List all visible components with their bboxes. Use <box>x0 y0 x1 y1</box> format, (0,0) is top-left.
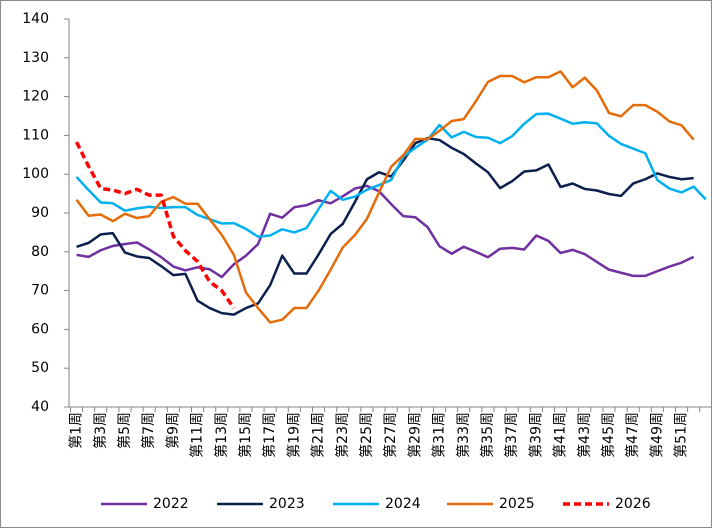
y-tick-label: 100 <box>22 166 49 182</box>
x-tick-label: 第5周 <box>116 412 133 449</box>
x-tick-label: 第33周 <box>455 412 472 458</box>
x-tick-label: 第17周 <box>261 412 278 458</box>
series-line <box>75 70 695 324</box>
x-tick-label: 第21周 <box>310 412 327 458</box>
x-tick-label: 第19周 <box>285 412 302 458</box>
x-tick-label: 第51周 <box>673 412 690 458</box>
x-tick-label: 第9周 <box>164 412 181 449</box>
y-tick-label: 110 <box>22 127 49 143</box>
x-tick-label: 第1周 <box>68 412 85 449</box>
x-tick-label: 第43周 <box>576 412 593 458</box>
series-line <box>76 184 695 279</box>
x-tick-label: 第3周 <box>92 412 109 449</box>
x-tick-label: 第13周 <box>213 412 230 458</box>
x-tick-label: 第7周 <box>140 412 157 449</box>
x-tick-label: 第41周 <box>552 412 569 458</box>
y-tick-label: 130 <box>22 50 49 66</box>
y-tick-label: 90 <box>31 205 49 221</box>
legend-label: 2024 <box>385 496 421 512</box>
y-tick-label: 140 <box>22 11 49 27</box>
x-tick-label: 第25周 <box>358 412 375 458</box>
x-tick-label: 第15周 <box>237 412 254 458</box>
x-tick-label: 第39周 <box>527 412 544 458</box>
y-tick-label: 50 <box>31 360 49 376</box>
series-line <box>75 112 707 238</box>
x-tick-label: 第23周 <box>334 412 351 458</box>
x-tick-label: 第31周 <box>431 412 448 458</box>
series-line <box>76 136 694 316</box>
series-line <box>74 141 236 310</box>
x-tick-label: 第35周 <box>479 412 496 458</box>
x-tick-label: 第29周 <box>406 412 423 458</box>
y-tick-label: 80 <box>31 244 49 260</box>
x-tick-label: 第27周 <box>382 412 399 458</box>
legend-label: 2026 <box>615 496 651 512</box>
legend-label: 2023 <box>269 496 305 512</box>
y-tick-label: 40 <box>31 399 49 415</box>
x-tick-label: 第37周 <box>503 412 520 458</box>
x-tick-label: 第45周 <box>600 412 617 458</box>
x-tick-label: 第11周 <box>189 412 206 458</box>
y-tick-label: 120 <box>22 89 49 105</box>
x-tick-label: 第49周 <box>648 412 665 458</box>
legend-label: 2022 <box>153 496 189 512</box>
x-tick-label: 第47周 <box>624 412 641 458</box>
y-tick-label: 60 <box>31 321 49 337</box>
y-tick-label: 70 <box>31 283 49 299</box>
legend-label: 2025 <box>499 496 535 512</box>
